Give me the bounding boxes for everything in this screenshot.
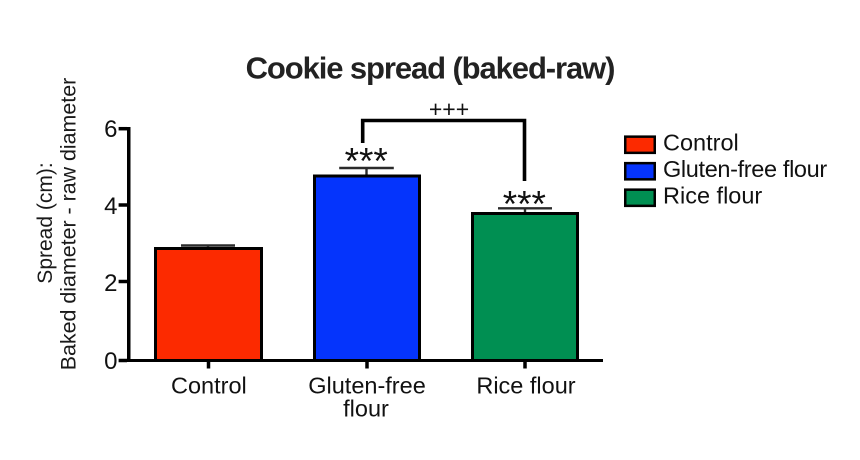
svg-text:Gluten-free: Gluten-free	[308, 373, 426, 399]
svg-text:0: 0	[104, 348, 117, 375]
svg-text:Rice flour: Rice flour	[476, 373, 575, 399]
svg-text:Control: Control	[663, 130, 739, 156]
svg-text:2: 2	[104, 270, 117, 297]
svg-text:***: ***	[503, 183, 546, 224]
svg-text:Spread (cm):: Spread (cm):	[34, 162, 57, 283]
svg-text:4: 4	[104, 193, 117, 220]
svg-text:Gluten-free flour: Gluten-free flour	[663, 156, 827, 182]
svg-text:+++: +++	[429, 96, 469, 122]
svg-text:Control: Control	[171, 373, 247, 399]
svg-text:Rice flour: Rice flour	[663, 183, 762, 209]
svg-text:***: ***	[345, 141, 388, 182]
svg-text:flour: flour	[343, 396, 389, 422]
svg-text:6: 6	[104, 116, 117, 143]
svg-text:Baked diameter - raw diameter: Baked diameter - raw diameter	[57, 78, 81, 370]
svg-text:Cookie spread (baked-raw): Cookie spread (baked-raw)	[246, 51, 615, 86]
